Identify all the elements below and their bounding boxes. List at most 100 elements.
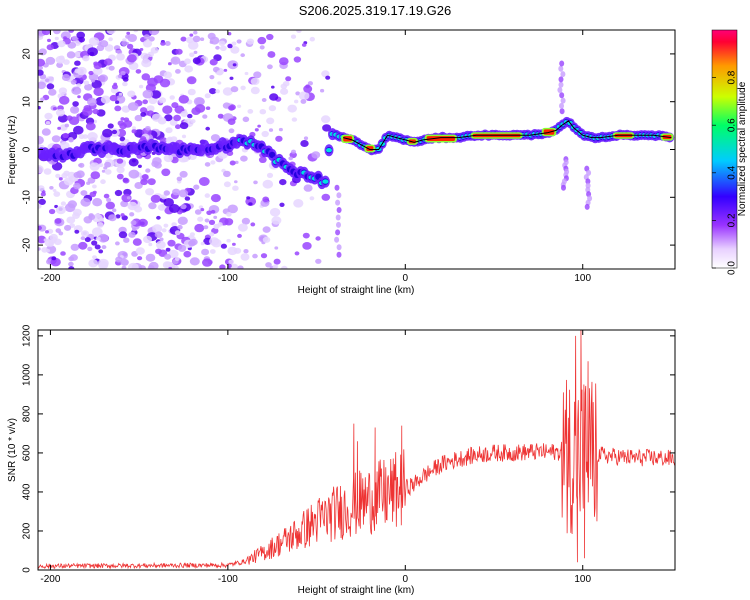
noise-blob bbox=[150, 47, 159, 54]
noise-blob bbox=[114, 105, 122, 112]
noise-blob bbox=[120, 71, 126, 76]
noise-blob bbox=[87, 246, 93, 252]
noise-blob bbox=[164, 41, 171, 46]
noise-blob bbox=[140, 136, 147, 142]
noise-blob bbox=[177, 244, 187, 252]
noise-blob bbox=[205, 106, 211, 110]
noise-blob bbox=[181, 156, 189, 163]
noise-blob bbox=[115, 256, 123, 263]
noise-blob bbox=[74, 177, 79, 182]
noise-blob bbox=[68, 261, 74, 267]
noise-blob bbox=[303, 184, 313, 192]
noise-blob bbox=[118, 92, 123, 96]
noise-blob bbox=[88, 37, 100, 46]
noise-blob bbox=[325, 75, 331, 80]
ridge-cyan bbox=[326, 148, 332, 153]
noise-blob bbox=[162, 105, 173, 114]
noise-blob bbox=[302, 242, 312, 250]
y-tick-label: 0 bbox=[22, 567, 33, 573]
noise-blob bbox=[179, 170, 188, 178]
streak-blob bbox=[558, 65, 564, 72]
noise-blob bbox=[132, 126, 136, 130]
noise-blob bbox=[111, 129, 118, 135]
noise-blob bbox=[222, 87, 233, 96]
noise-blob bbox=[215, 45, 220, 50]
noise-blob bbox=[150, 194, 161, 203]
streak-blob bbox=[559, 108, 565, 115]
noise-blob bbox=[138, 218, 148, 227]
noise-blob bbox=[192, 57, 201, 65]
noise-blob bbox=[44, 78, 50, 83]
noise-blob bbox=[278, 127, 283, 132]
noise-blob bbox=[116, 158, 124, 164]
noise-blob bbox=[112, 208, 117, 213]
noise-blob bbox=[269, 93, 279, 101]
noise-blob bbox=[93, 87, 104, 96]
noise-blob bbox=[217, 81, 222, 85]
noise-blob bbox=[184, 58, 191, 65]
x-tick-label: 0 bbox=[403, 273, 409, 284]
noise-blob bbox=[132, 238, 142, 246]
noise-blob bbox=[152, 224, 163, 233]
streak-blob bbox=[335, 199, 341, 206]
noise-blob bbox=[146, 105, 155, 112]
noise-blob bbox=[262, 196, 270, 203]
noise-blob bbox=[115, 241, 120, 246]
noise-blob bbox=[154, 231, 163, 238]
noise-blob bbox=[189, 257, 200, 266]
noise-blob bbox=[267, 51, 276, 58]
noise-blob bbox=[204, 162, 211, 167]
noise-blob bbox=[55, 173, 61, 179]
noise-blob bbox=[141, 174, 149, 180]
noise-blob bbox=[134, 182, 143, 189]
noise-blob bbox=[100, 179, 106, 185]
noise-blob bbox=[210, 194, 221, 203]
noise-blob bbox=[320, 88, 325, 93]
noise-blob bbox=[66, 216, 76, 224]
noise-blob bbox=[223, 68, 228, 72]
y-tick-label: 0 bbox=[22, 146, 33, 152]
noise-blob bbox=[51, 256, 57, 261]
noise-blob bbox=[219, 264, 226, 269]
noise-blob bbox=[127, 90, 136, 98]
noise-blob bbox=[92, 198, 103, 207]
noise-blob bbox=[101, 245, 107, 250]
noise-blob bbox=[279, 202, 285, 207]
noise-blob bbox=[93, 67, 103, 76]
noise-blob bbox=[105, 201, 116, 210]
noise-blob bbox=[177, 216, 188, 225]
noise-blob bbox=[262, 236, 271, 243]
noise-blob bbox=[93, 61, 99, 66]
noise-blob bbox=[168, 204, 180, 213]
noise-blob bbox=[163, 154, 174, 163]
noise-blob bbox=[229, 160, 236, 166]
noise-blob bbox=[156, 240, 166, 249]
noise-blob bbox=[54, 204, 58, 209]
snr-ylabel: SNR (10 * v/v) bbox=[7, 418, 18, 482]
spectrogram-ylabel: Frequency (Hz) bbox=[7, 116, 18, 185]
noise-blob bbox=[54, 36, 59, 41]
y-tick-label: -10 bbox=[22, 190, 33, 205]
noise-blob bbox=[139, 84, 144, 89]
noise-blob bbox=[111, 84, 118, 90]
noise-blob bbox=[228, 128, 235, 134]
noise-blob bbox=[41, 247, 48, 253]
y-tick-label: 800 bbox=[22, 405, 33, 422]
noise-blob bbox=[121, 193, 132, 203]
noise-blob bbox=[104, 161, 112, 168]
colorbar-tick-label: 0.2 bbox=[727, 213, 738, 227]
noise-blob bbox=[179, 122, 189, 130]
noise-blob bbox=[241, 217, 250, 225]
noise-blob bbox=[257, 124, 261, 128]
ridge-line bbox=[343, 120, 672, 150]
noise-blob bbox=[68, 266, 75, 269]
noise-blob bbox=[83, 80, 90, 86]
noise-blob bbox=[172, 188, 181, 196]
noise-blob bbox=[133, 30, 139, 33]
noise-blob bbox=[147, 178, 156, 186]
noise-blob bbox=[70, 106, 80, 114]
noise-blob bbox=[267, 64, 273, 70]
noise-blob bbox=[207, 32, 216, 40]
noise-blob bbox=[38, 247, 41, 251]
noise-blob bbox=[298, 91, 310, 101]
